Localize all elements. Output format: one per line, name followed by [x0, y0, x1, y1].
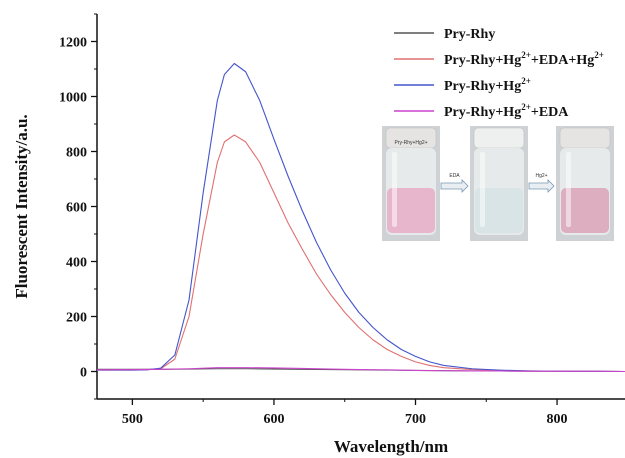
- x-tick-label: 700: [405, 412, 426, 427]
- legend-label-4: Pry-Rhy+Hg2++EDA: [444, 102, 569, 120]
- inset-arrow-1: EDA: [440, 173, 469, 193]
- vial-2: [470, 126, 528, 241]
- y-tick-label: 0: [80, 366, 87, 381]
- y-tick-label: 1200: [59, 36, 87, 51]
- inset-arrow-2: Hg2+: [528, 173, 555, 193]
- x-tick-label: 500: [122, 412, 143, 427]
- vial-1: Pry-Rhy+Hg2+: [382, 126, 440, 241]
- axes-layer: 500 600 700 800 0 200 400 600 800 1000 1200: [59, 13, 568, 427]
- vial-inset: Pry-Rhy+Hg2+ EDA Hg2+: [382, 126, 614, 241]
- legend-label-3: Pry-Rhy+Hg2+: [444, 76, 531, 94]
- y-tick-label: 400: [66, 256, 87, 271]
- y-tick-label: 800: [66, 146, 87, 161]
- series-line-4: [96, 367, 625, 373]
- x-tick-label: 600: [263, 412, 284, 427]
- y-tick-label: 200: [66, 311, 87, 326]
- arrow-label: EDA: [449, 173, 460, 179]
- arrow-label: Hg2+: [535, 173, 547, 179]
- x-tick-label: 800: [547, 412, 568, 427]
- vial-3: [556, 126, 614, 241]
- legend-label-1: Pry-Rhy: [444, 27, 495, 42]
- legend: Pry-Rhy Pry-Rhy+Hg2++EDA+Hg2+ Pry-Rhy+Hg2+…: [394, 27, 604, 120]
- vial-label: Pry-Rhy+Hg2+: [394, 140, 427, 146]
- series-line-3: [97, 62, 625, 373]
- y-tick-label: 1000: [59, 91, 87, 106]
- y-tick-label: 600: [66, 201, 87, 216]
- x-axis-title: Wavelength/nm: [334, 437, 448, 456]
- y-axis-title: Fluorescent Intensity/a.u.: [12, 114, 31, 298]
- series-layer: [96, 62, 625, 373]
- legend-label-2: Pry-Rhy+Hg2++EDA+Hg2+: [444, 50, 604, 68]
- plot-frame: [96, 14, 625, 400]
- series-line-2: [97, 134, 625, 373]
